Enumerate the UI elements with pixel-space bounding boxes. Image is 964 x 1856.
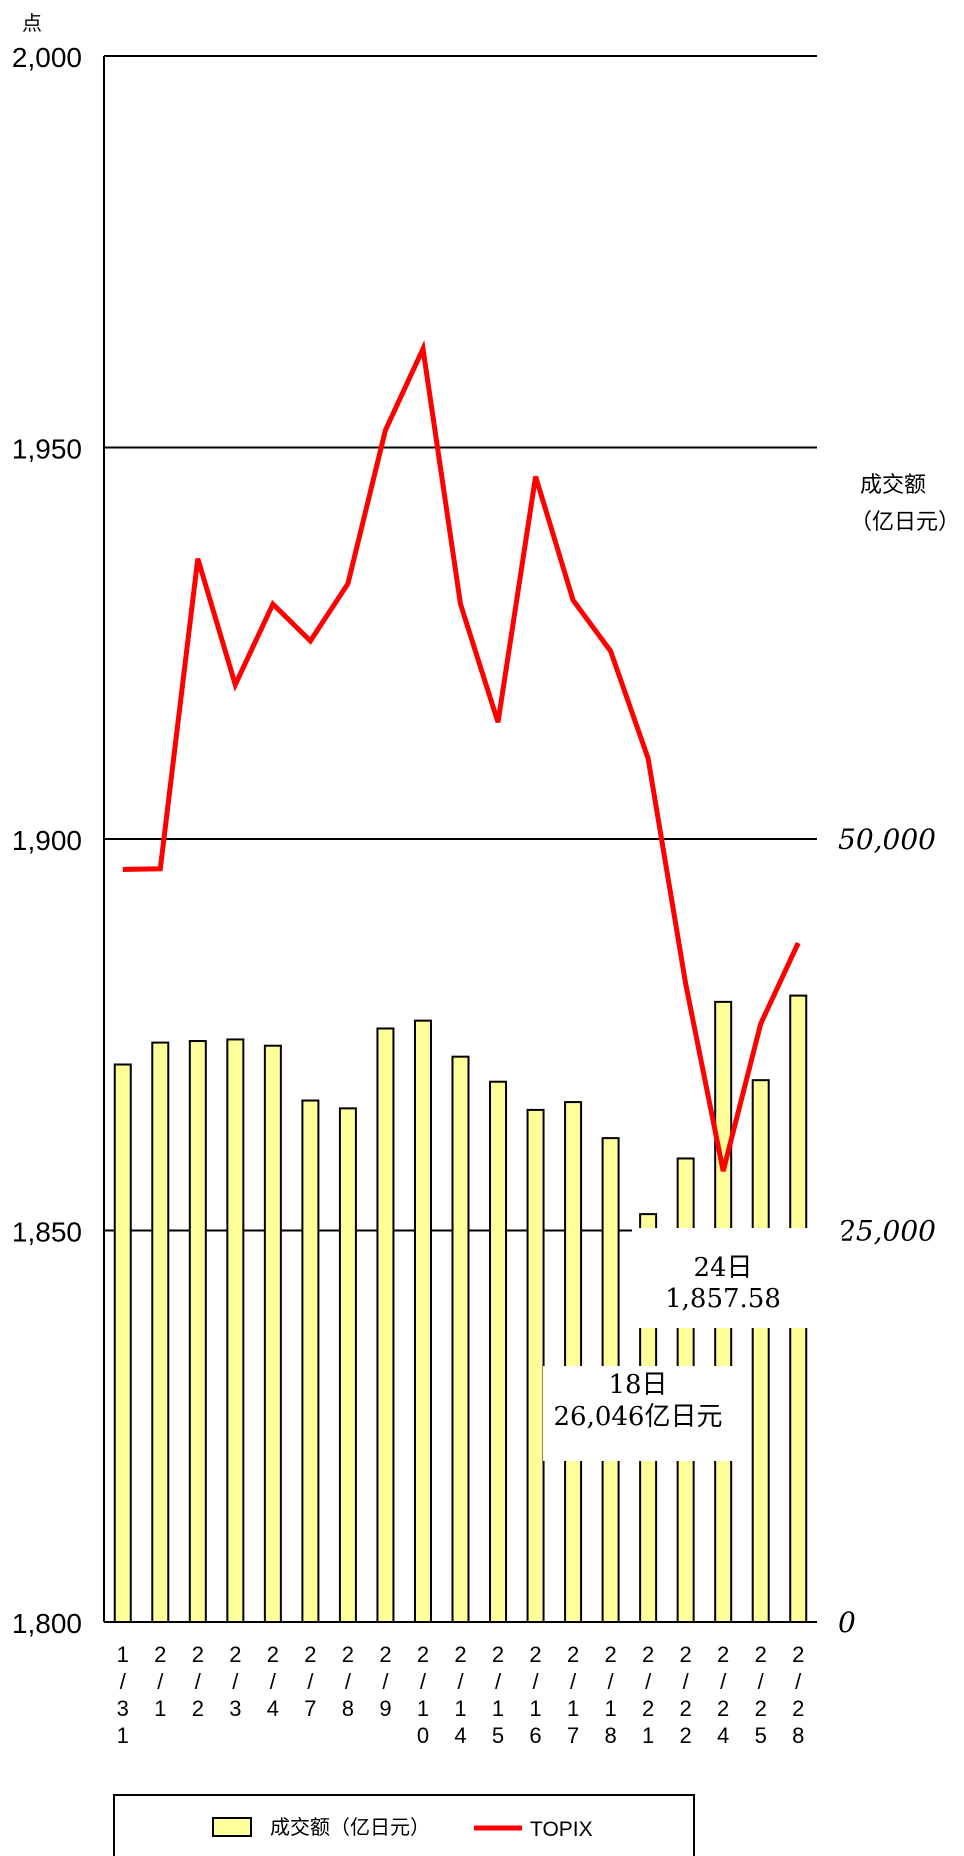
right-tick-label: 50,000 — [838, 823, 936, 856]
volume-bar — [226, 1038, 245, 1623]
left-tick-label: 1,950 — [12, 434, 82, 465]
legend: 成交额（亿日元） TOPIX — [113, 1794, 695, 1856]
annotation-18-box — [543, 1366, 743, 1461]
annotation-24: 24日 1,857.58 — [632, 1228, 842, 1328]
x-tick-label: 2/8 — [342, 1642, 354, 1721]
right-tick-label: 0 — [838, 1606, 856, 1639]
annotation-18-date: 18日 — [608, 1370, 667, 1400]
volume-bar — [113, 1063, 132, 1623]
volume-bar — [526, 1108, 545, 1623]
volume-bar — [451, 1055, 470, 1623]
volume-bar — [751, 1079, 770, 1623]
volume-bar — [338, 1107, 357, 1624]
x-tick-label: 2/4 — [267, 1642, 279, 1721]
x-tick-label: 2/1 — [154, 1642, 166, 1721]
left-tick-label: 2,000 — [12, 42, 82, 73]
legend-line-label: TOPIX — [530, 1818, 593, 1841]
x-tick-label: 2/3 — [229, 1642, 241, 1721]
x-tick-label: 2/2 4 — [717, 1642, 729, 1748]
x-tick-label: 2/2 1 — [642, 1642, 654, 1748]
left-tick-label: 1,850 — [12, 1217, 82, 1248]
annotation-18: 18日 26,046亿日元 — [543, 1366, 743, 1461]
volume-bar — [188, 1040, 207, 1624]
volume-bar — [301, 1099, 320, 1623]
annotation-24-box — [632, 1228, 842, 1328]
x-tick-label: 2/7 — [304, 1642, 316, 1721]
x-tick-label: 2/1 0 — [417, 1642, 429, 1748]
volume-bar — [489, 1080, 508, 1623]
x-tick-label: 2/1 8 — [604, 1642, 616, 1748]
volume-bar — [376, 1027, 395, 1623]
volume-bar — [263, 1044, 282, 1624]
legend-bar-label: 成交额（亿日元） — [270, 1816, 430, 1839]
right-axis-tick-labels: 0 25,000 50,000 — [837, 823, 936, 1639]
volume-bar — [413, 1019, 432, 1623]
annotation-24-date: 24日 — [693, 1253, 752, 1283]
x-tick-label: 2/9 — [379, 1642, 391, 1721]
topix-line-path — [122, 340, 801, 1172]
x-tick-label: 2/2 2 — [680, 1642, 692, 1748]
x-tick-label: 1/3 1 — [117, 1642, 129, 1748]
x-tick-label: 2/1 6 — [529, 1642, 541, 1748]
right-axis-label-unit: （亿日元） — [850, 509, 960, 534]
topix-line — [122, 340, 801, 1172]
volume-bar — [151, 1041, 170, 1623]
left-axis-unit: 点 — [22, 12, 42, 35]
annotation-18-value: 26,046亿日元 — [554, 1402, 723, 1432]
left-tick-label: 1,800 — [12, 1608, 82, 1639]
x-axis-tick-labels: 1/3 1 2/1 2/2 2/3 2/4 2/7 2/8 2/9 2/1 0 2/1 4 2/1 5 2/1… — [117, 1642, 805, 1748]
right-axis-label: 成交额 — [860, 472, 926, 497]
x-tick-label: 2/1 4 — [454, 1642, 466, 1748]
x-tick-label: 2/1 5 — [492, 1642, 504, 1748]
left-axis-tick-labels: 1,800 1,850 1,900 1,950 2,000 — [12, 42, 82, 1639]
legend-box — [113, 1794, 695, 1856]
x-tick-label: 2/2 — [192, 1642, 204, 1721]
annotation-24-value: 1,857.58 — [665, 1284, 781, 1314]
volume-bar — [564, 1101, 583, 1623]
left-tick-label: 1,900 — [12, 825, 82, 856]
x-tick-label: 2/2 5 — [755, 1642, 767, 1748]
legend-bar-swatch — [212, 1817, 252, 1837]
x-tick-label: 2/2 8 — [792, 1642, 804, 1748]
right-tick-label: 25,000 — [837, 1215, 936, 1248]
x-tick-label: 2/1 7 — [567, 1642, 579, 1748]
